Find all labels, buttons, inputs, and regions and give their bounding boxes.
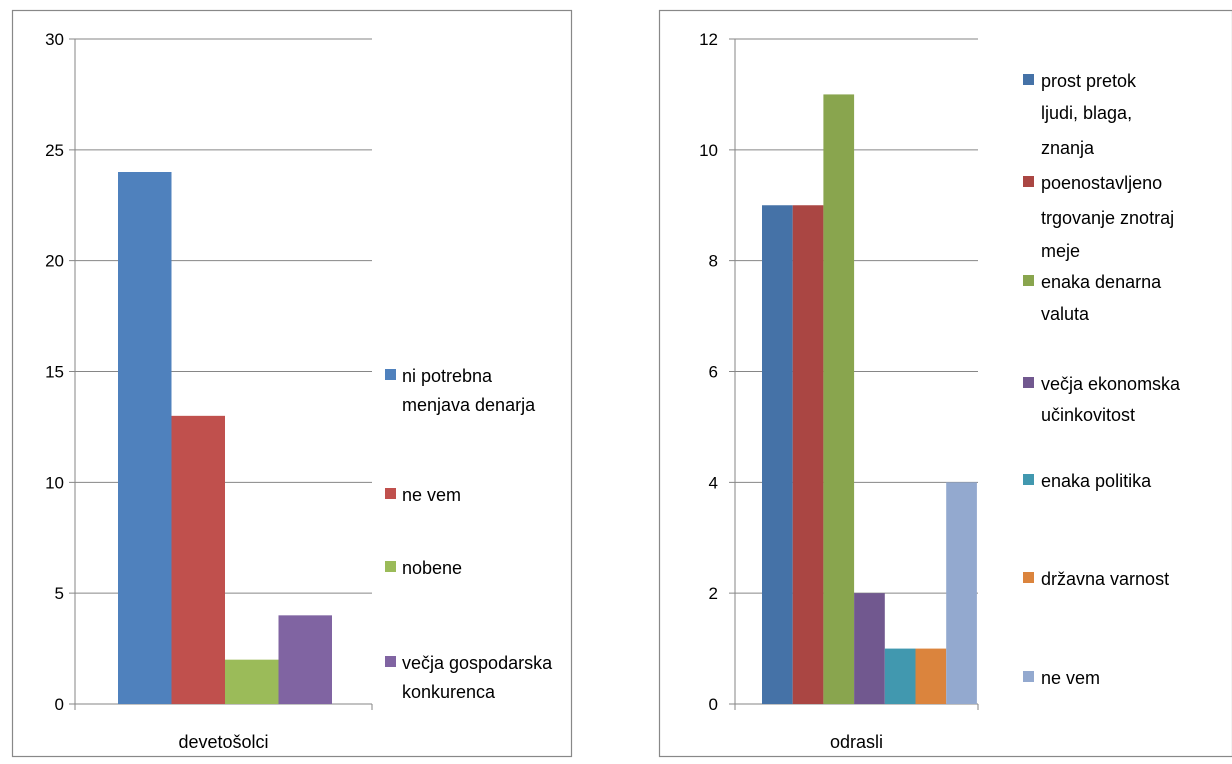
legend-label: večja gospodarska: [402, 653, 553, 673]
y-tick-label: 4: [709, 473, 718, 492]
legend-label: konkurenca: [402, 682, 496, 702]
y-tick-label: 20: [45, 252, 64, 271]
legend-label: meje: [1041, 241, 1080, 261]
x-category-label: devetošolci: [178, 732, 268, 752]
legend-label: prost pretok: [1041, 71, 1137, 91]
legend-label: trgovanje znotraj: [1041, 208, 1174, 228]
y-tick-label: 30: [45, 30, 64, 49]
y-tick-label: 10: [45, 473, 64, 492]
bar-ve-ja-ekonomska-u-inkovitost: [854, 593, 885, 704]
x-category-label: odrasli: [830, 732, 883, 752]
legend-swatch: [1023, 74, 1034, 85]
y-tick-label: 12: [699, 30, 718, 49]
bar-poenostavljeno-trgovanje-znotraj-meje: [792, 205, 824, 704]
legend-label: ljudi, blaga,: [1041, 103, 1132, 123]
chart-2: 0 2 4 6 8 10 12 odrasli prost pretok ljudi, blaga…: [658, 9, 1232, 758]
legend-swatch: [385, 656, 396, 667]
legend-swatch: [385, 369, 396, 380]
legend-label: menjava denarja: [402, 395, 536, 415]
bar-enaka-denarna-valuta: [823, 94, 855, 704]
bar-ne-vem: [946, 482, 977, 704]
legend-swatch: [1023, 474, 1034, 485]
chart-frame: [11, 9, 573, 758]
bar-enaka-politika: [884, 648, 916, 704]
bar-nobene: [225, 659, 279, 704]
legend-label: državna varnost: [1041, 569, 1169, 589]
legend-label: znanja: [1041, 138, 1095, 158]
legend-swatch: [385, 561, 396, 572]
legend-swatch: [1023, 275, 1034, 286]
y-tick-label: 0: [709, 695, 718, 714]
legend-label: večja ekonomska: [1041, 374, 1181, 394]
y-tick-label: 25: [45, 141, 64, 160]
legend-swatch: [1023, 572, 1034, 583]
y-tick-label: 6: [709, 363, 718, 382]
y-tick-label: 0: [55, 695, 64, 714]
legend-label: valuta: [1041, 304, 1090, 324]
legend-label: ni potrebna: [402, 366, 493, 386]
legend-label: ne vem: [402, 485, 461, 505]
y-tick-label: 2: [709, 584, 718, 603]
legend-label: ne vem: [1041, 668, 1100, 688]
bar-ne-vem: [171, 415, 225, 704]
bar-dr-avna-varnost: [915, 648, 947, 704]
legend-label: nobene: [402, 558, 462, 578]
legend-label: poenostavljeno: [1041, 173, 1162, 193]
legend-label: enaka politika: [1041, 471, 1152, 491]
legend-label: enaka denarna: [1041, 272, 1162, 292]
bar-ni-potrebna-menjava-denarja: [118, 172, 172, 704]
legend-swatch: [1023, 671, 1034, 682]
chart-1: 0 5 10 15 20 25 30 devetošolci ni potrebna menjav…: [11, 9, 573, 758]
legend-swatch: [385, 488, 396, 499]
y-tick-label: 8: [709, 252, 718, 271]
legend-label: učinkovitost: [1041, 405, 1135, 425]
legend-swatch: [1023, 377, 1034, 388]
bar-prost-pretok-ljudi-blaga-znanja: [762, 205, 793, 704]
y-tick-label: 15: [45, 363, 64, 382]
legend-swatch: [1023, 176, 1034, 187]
y-tick-label: 5: [55, 584, 64, 603]
chart-frame: [658, 9, 1232, 758]
y-tick-label: 10: [699, 141, 718, 160]
bar-ve-ja-gospodarska-konkurenca: [278, 615, 332, 704]
